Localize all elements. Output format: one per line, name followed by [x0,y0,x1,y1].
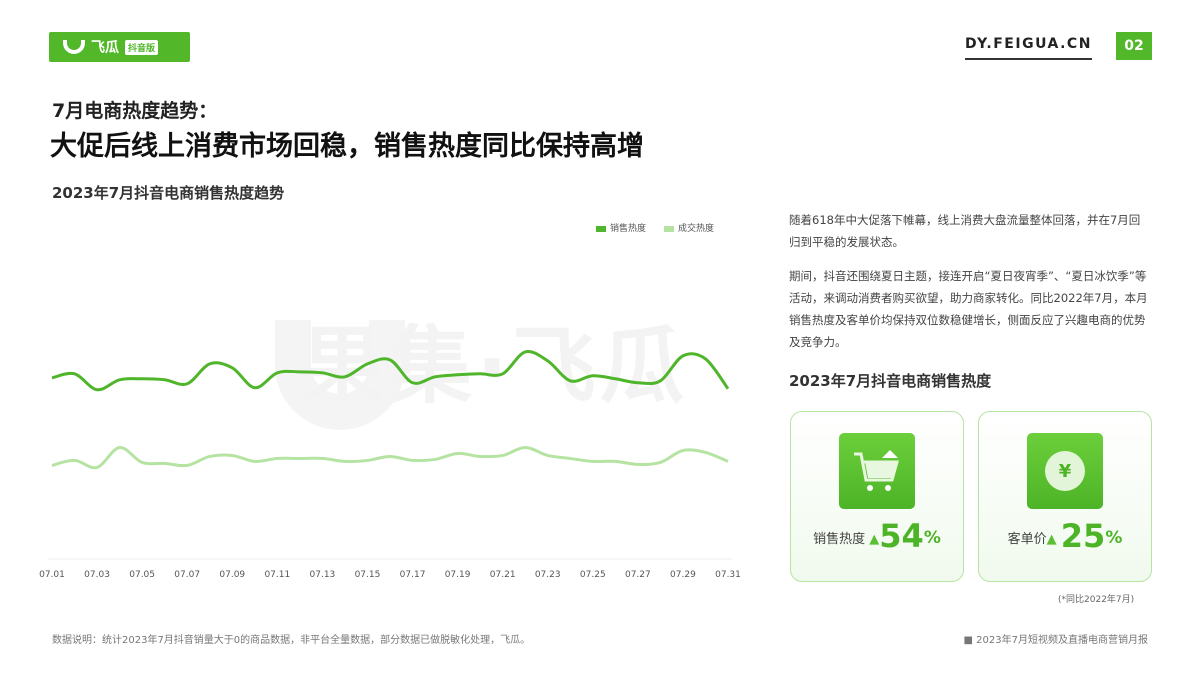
page-number: 02 [1116,32,1152,60]
kpi-note: (*同比2022年7月) [1058,595,1135,605]
x-tick-label: 07.21 [489,570,516,580]
x-tick-label: 07.25 [579,570,606,580]
kpi-label: 销售热度 ▲54% [813,517,941,555]
kpi-card-price: ¥ 客单价▲ 25% [978,411,1152,582]
kpi-title: 2023年7月抖音电商销售热度 [789,372,992,390]
chart-legend: 销售热度 成交热度 [596,221,714,234]
shopping-cart-icon [839,433,915,509]
x-tick-label: 07.29 [670,570,696,580]
logo-mark-icon [63,40,85,54]
legend-item: 销售热度 [596,221,646,234]
legend-item: 成交热度 [664,221,714,234]
site-url[interactable]: DY.FEIGUA.CN [965,36,1092,60]
footer-report: ■ 2023年7月短视频及直播电商营销月报 [963,635,1148,646]
page-title: 大促后线上消费市场回稳，销售热度同比保持高增 [50,131,644,162]
watermark-logo-icon [275,320,405,430]
x-tick-label: 07.17 [399,570,426,580]
x-tick-label: 07.09 [219,570,246,580]
footer-note: 数据说明：统计2023年7月抖音销量大于0的商品数据，非平台全量数据，部分数据已… [52,635,531,646]
up-triangle-icon: ▲ [1046,532,1057,547]
yuan-coin-icon: ¥ [1027,433,1103,509]
up-triangle-icon: ▲ [869,532,880,547]
section-subtitle: 7月电商热度趋势： [52,100,218,122]
x-tick-label: 07.03 [84,570,110,580]
x-tick-label: 07.01 [39,570,65,580]
x-tick-label: 07.31 [715,570,741,580]
x-tick-label: 07.19 [444,570,471,580]
series-line-2 [51,445,729,470]
x-tick-label: 07.15 [354,570,381,580]
x-tick-label: 07.05 [129,570,156,580]
kpi-label: 客单价▲ 25% [1007,517,1123,555]
line-chart [48,349,732,560]
series-line-1 [51,349,730,392]
x-tick-label: 07.07 [174,570,201,580]
feigua-logo: 飞瓜 抖音版 [49,32,190,62]
x-tick-label: 07.11 [264,570,291,580]
x-tick-label: 07.27 [624,570,651,580]
x-tick-label: 07.13 [309,570,336,580]
kpi-card-sales: 销售热度 ▲54% [790,411,964,582]
paragraph-2: 期间，抖音还围绕夏日主题，接连开启“夏日夜宵季”、“夏日冰饮季”等活动，来调动消… [789,269,1148,349]
paragraph-1: 随着618年中大促落下帷幕，线上消费大盘流量整体回落，并在7月回归到平稳的发展状… [789,213,1141,249]
chart-title: 2023年7月抖音电商销售热度趋势 [52,184,285,202]
x-tick-label: 07.23 [534,570,561,580]
